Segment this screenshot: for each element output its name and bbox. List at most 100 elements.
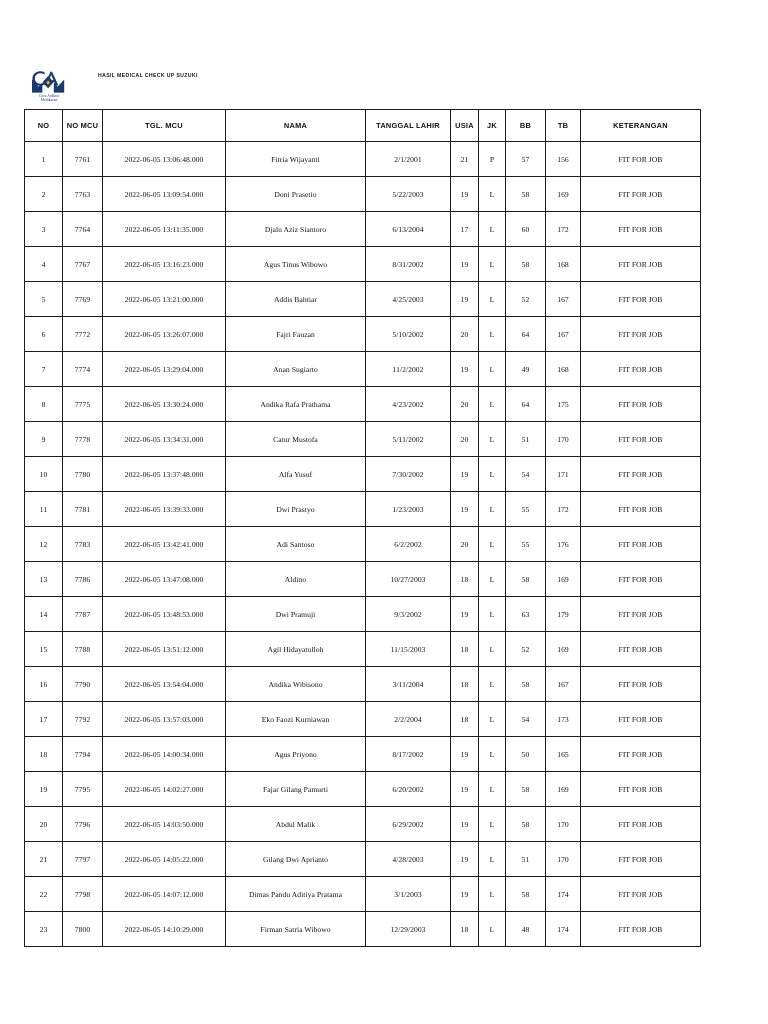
cell-jk: L [478,911,506,947]
cell-no: 19 [24,771,63,807]
cell-lahir: 7/30/2002 [365,456,451,492]
cell-jk: L [478,876,506,912]
cell-mcu: 7792 [62,701,103,737]
cell-tb: 169 [545,631,581,667]
cell-ket: FIT FOR JOB [580,631,701,667]
cell-jk: L [478,421,506,457]
cell-tb: 167 [545,316,581,352]
cell-usia: 19 [450,456,479,492]
cell-bb: 55 [505,491,546,527]
cell-jk: L [478,526,506,562]
cell-no: 2 [24,176,63,212]
table-row: 10 7780 2022-06-05 13:37:48.000 Alfa Yusuf 7… [24,456,701,492]
cell-no: 16 [24,666,63,702]
column-header-ket: KETERANGAN [580,109,701,142]
cell-tgl: 2022-06-05 13:39:33.000 [102,491,226,527]
cell-no: 10 [24,456,63,492]
cell-tb: 173 [545,701,581,737]
cell-no: 23 [24,911,63,947]
cell-jk: L [478,666,506,702]
cell-mcu: 7778 [62,421,103,457]
cell-tgl: 2022-06-05 13:16:23.000 [102,246,226,282]
cell-ket: FIT FOR JOB [580,771,701,807]
table-row: 9 7778 2022-06-05 13:34:31.000 Catur Mustof… [24,421,701,457]
table-row: 18 7794 2022-06-05 14:00:34.000 Agus Priyon… [24,736,701,772]
cell-lahir: 2/2/2004 [365,701,451,737]
cell-bb: 54 [505,456,546,492]
table-row: 13 7786 2022-06-05 13:47:08.000 Aldino 10/27… [24,561,701,597]
cell-tgl: 2022-06-05 13:21:00.000 [102,281,226,317]
cell-lahir: 8/17/2002 [365,736,451,772]
cell-no: 13 [24,561,63,597]
cell-bb: 57 [505,141,546,177]
cell-bb: 58 [505,666,546,702]
cell-nama: Andika Rafa Prathama [225,386,366,422]
cell-bb: 48 [505,911,546,947]
cell-ket: FIT FOR JOB [580,526,701,562]
cell-ket: FIT FOR JOB [580,736,701,772]
cell-tgl: 2022-06-05 13:09:54.000 [102,176,226,212]
cell-tgl: 2022-06-05 13:11:35.000 [102,211,226,247]
cell-mcu: 7775 [62,386,103,422]
column-header-nama: NAMA [225,109,366,142]
cell-tb: 174 [545,911,581,947]
cell-usia: 19 [450,736,479,772]
cell-jk: L [478,456,506,492]
cell-no: 12 [24,526,63,562]
cell-mcu: 7767 [62,246,103,282]
cell-tb: 167 [545,666,581,702]
cell-no: 15 [24,631,63,667]
cell-lahir: 6/13/2004 [365,211,451,247]
table-row: 20 7796 2022-06-05 14:03:50.000 Abdul Malik… [24,806,701,842]
cell-tb: 169 [545,561,581,597]
table-row: 2 7763 2022-06-05 13:09:54.000 Doni Praseti… [24,176,701,212]
cell-lahir: 6/2/2002 [365,526,451,562]
cell-nama: Fajar Gilang Pamurti [225,771,366,807]
cell-jk: L [478,351,506,387]
cell-bb: 54 [505,701,546,737]
cell-lahir: 6/20/2002 [365,771,451,807]
cell-jk: L [478,386,506,422]
cell-lahir: 11/15/2003 [365,631,451,667]
cell-tb: 176 [545,526,581,562]
cell-ket: FIT FOR JOB [580,701,701,737]
table-row: 5 7769 2022-06-05 13:21:00.000 Addis Bahtia… [24,281,701,317]
table-row: 8 7775 2022-06-05 13:30:24.000 Andika Rafa … [24,386,701,422]
cell-mcu: 7769 [62,281,103,317]
cell-lahir: 3/11/2004 [365,666,451,702]
cell-tb: 175 [545,386,581,422]
cell-no: 1 [24,141,63,177]
cell-bb: 64 [505,316,546,352]
cell-no: 9 [24,421,63,457]
cell-mcu: 7786 [62,561,103,597]
table-row: 6 7772 2022-06-05 13:26:07.000 Fajri Fauzan… [24,316,701,352]
cell-nama: Agus Priyono [225,736,366,772]
cell-bb: 51 [505,841,546,877]
cell-jk: L [478,316,506,352]
cell-no: 22 [24,876,63,912]
cell-usia: 19 [450,281,479,317]
cell-tb: 168 [545,246,581,282]
cell-tb: 170 [545,841,581,877]
cell-usia: 19 [450,176,479,212]
cell-lahir: 8/31/2002 [365,246,451,282]
cell-tgl: 2022-06-05 13:30:24.000 [102,386,226,422]
cell-nama: Gilang Dwi Aprianto [225,841,366,877]
cell-nama: Addis Bahtiar [225,281,366,317]
cell-ket: FIT FOR JOB [580,876,701,912]
cell-jk: L [478,596,506,632]
cell-usia: 21 [450,141,479,177]
cell-jk: L [478,701,506,737]
cell-mcu: 7794 [62,736,103,772]
cell-usia: 19 [450,876,479,912]
cell-ket: FIT FOR JOB [580,386,701,422]
cell-ket: FIT FOR JOB [580,596,701,632]
cell-tgl: 2022-06-05 13:57:03.000 [102,701,226,737]
cell-jk: L [478,176,506,212]
cell-mcu: 7783 [62,526,103,562]
cell-usia: 20 [450,421,479,457]
cell-tb: 165 [545,736,581,772]
cell-nama: Firman Satria Wibowo [225,911,366,947]
cell-jk: L [478,211,506,247]
cell-tgl: 2022-06-05 13:47:08.000 [102,561,226,597]
